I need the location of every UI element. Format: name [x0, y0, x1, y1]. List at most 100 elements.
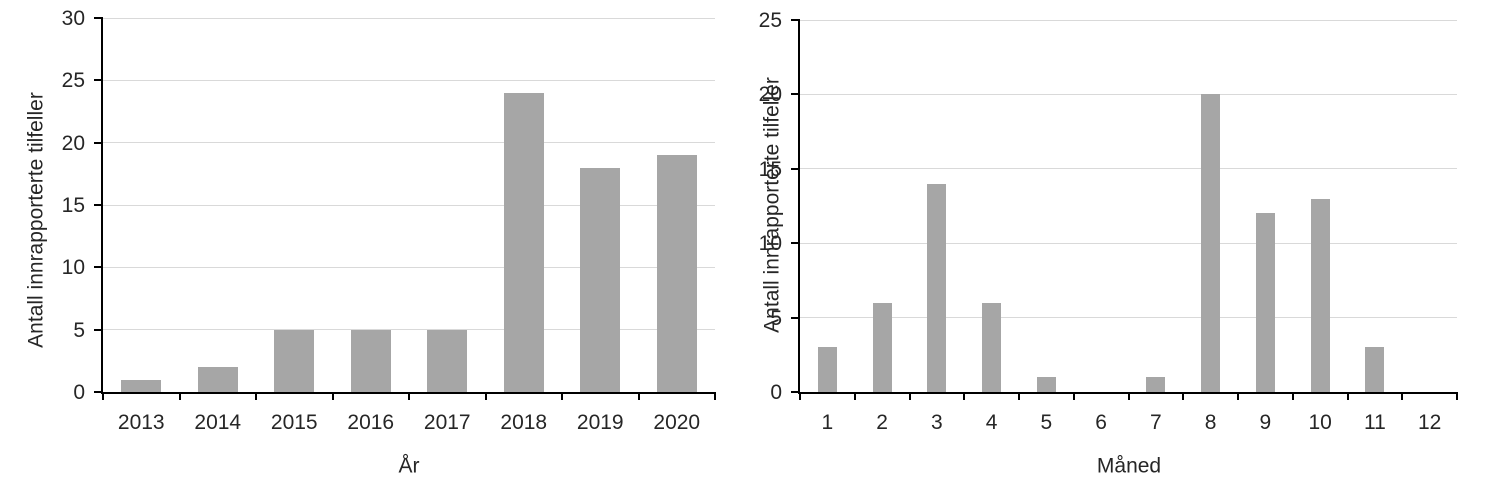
bar-2	[872, 302, 892, 392]
bar-8	[1201, 94, 1221, 392]
x-tick-label-3: 3	[931, 411, 943, 434]
x-tick-label-7: 7	[1150, 411, 1162, 434]
x-tick-label-9: 9	[1259, 411, 1272, 434]
bar-4	[982, 302, 1002, 392]
x-tick-label-10: 10	[1308, 411, 1332, 434]
x-tick-label-2017: 2017	[423, 411, 471, 434]
x-tick-mark-1	[178, 392, 181, 400]
bar-2017	[427, 329, 468, 392]
bar-2016	[350, 329, 391, 392]
bar-2014	[197, 367, 238, 392]
x-tick-mark-11	[1401, 392, 1404, 400]
y-tick-label-20: 20	[758, 83, 782, 107]
x-tick-mark-12	[1456, 392, 1458, 400]
gridline-y-10	[103, 266, 715, 268]
x-tick-label-2015: 2015	[270, 411, 318, 434]
gridline-y-15	[800, 168, 1457, 170]
x-tick-label-12: 12	[1417, 411, 1442, 434]
y-axis-line	[101, 18, 103, 394]
y-tick-label-30: 30	[61, 7, 85, 30]
y-tick-label-0: 0	[770, 381, 782, 404]
gridline-y-20	[800, 93, 1457, 95]
x-axis-line	[101, 392, 715, 394]
y-tick-mark-20	[791, 93, 800, 96]
gridline-y-25	[103, 79, 715, 81]
x-tick-mark-10	[1346, 392, 1349, 400]
plot-area-yearly: 0 5 10 15 20 25 30 2013 2014 2015 2016 2017 2018 2019…	[61, 7, 716, 434]
gridline-y-20	[103, 142, 715, 144]
bar-2013	[121, 379, 162, 392]
y-tick-label-25: 25	[61, 69, 85, 93]
y-tick-mark-25	[791, 19, 800, 21]
x-axis-title: År	[398, 454, 420, 478]
x-tick-mark-3	[331, 392, 334, 400]
y-tick-mark-0	[94, 391, 103, 393]
bar-2018	[503, 92, 544, 392]
x-tick-label-2020: 2020	[653, 411, 701, 434]
y-tick-mark-10	[94, 266, 103, 269]
x-tick-mark-2	[255, 392, 257, 400]
y-tick-mark-15	[791, 167, 800, 170]
x-tick-label-2019: 2019	[576, 411, 624, 434]
x-tick-mark-7	[1182, 392, 1185, 400]
x-tick-mark-6	[1127, 392, 1130, 400]
y-tick-label-20: 20	[61, 131, 85, 155]
bar-2020	[656, 155, 697, 392]
y-tick-mark-20	[94, 141, 103, 144]
x-tick-label-4: 4	[985, 411, 998, 434]
x-tick-mark-5	[1072, 392, 1075, 400]
x-axis-line	[798, 392, 1457, 394]
bar-7	[1146, 377, 1166, 392]
gridline-y-15	[103, 204, 715, 206]
y-tick-label-25: 25	[758, 9, 782, 32]
y-tick-mark-0	[791, 391, 800, 393]
bar-10	[1310, 198, 1330, 392]
y-tick-label-5: 5	[770, 306, 782, 330]
bar-11	[1365, 347, 1385, 392]
y-tick-label-5: 5	[73, 318, 85, 342]
x-tick-label-2016: 2016	[347, 411, 395, 434]
x-tick-mark-0	[799, 392, 801, 400]
x-tick-mark-8	[1237, 392, 1239, 400]
bar-3	[927, 183, 947, 392]
y-tick-mark-30	[94, 17, 103, 19]
y-axis-title: Antall innrapporterte tilfeller	[760, 77, 784, 333]
y-tick-mark-10	[791, 242, 800, 245]
gridline-y-10	[800, 242, 1457, 244]
x-tick-label-6: 6	[1095, 411, 1107, 434]
gridline-y-5	[800, 317, 1457, 319]
y-tick-label-15: 15	[61, 194, 85, 217]
x-tick-mark-2	[908, 392, 911, 400]
gridline-y-5	[103, 329, 715, 331]
x-tick-mark-4	[1018, 392, 1020, 400]
gridline-y-30	[103, 17, 715, 19]
y-tick-mark-25	[94, 79, 103, 82]
bar-9	[1255, 213, 1275, 392]
x-tick-mark-9	[1291, 392, 1294, 400]
x-tick-mark-0	[102, 392, 104, 400]
bar-2019	[580, 167, 621, 392]
y-tick-label-15: 15	[758, 157, 782, 181]
x-tick-mark-1	[853, 392, 856, 400]
x-axis-title: Måned	[1096, 454, 1162, 478]
x-tick-label-5: 5	[1040, 411, 1053, 434]
x-tick-label-2013: 2013	[117, 411, 165, 434]
y-axis-title: Antall innrapporterte tilfeller	[24, 92, 48, 348]
gridline-y-25	[800, 19, 1457, 21]
plot-area-monthly: 0 5 10 15 20 25 1 2 3 4 5 6 7 8 9 10 11 12	[746, 0, 1492, 504]
y-tick-label-10: 10	[61, 256, 85, 280]
x-tick-mark-4	[408, 392, 410, 400]
chart-cases-per-month: 0 5 10 15 20 25 1 2 3 4 5 6 7 8 9 10 11 12 Antall innrapp…	[746, 0, 1492, 504]
x-tick-mark-8	[714, 392, 716, 400]
x-tick-label-1: 1	[821, 411, 834, 434]
y-axis-line	[798, 20, 800, 394]
x-tick-label-2: 2	[876, 411, 888, 434]
y-tick-label-10: 10	[758, 232, 782, 256]
x-tick-label-2014: 2014	[194, 411, 242, 434]
y-tick-mark-5	[94, 328, 103, 331]
x-tick-mark-7	[637, 392, 640, 400]
x-tick-mark-5	[484, 392, 487, 400]
x-tick-mark-3	[963, 392, 966, 400]
chart-cases-per-year: 0 5 10 15 20 25 30 2013 2014 2015 2016 2017 2018 2019…	[24, 7, 716, 478]
